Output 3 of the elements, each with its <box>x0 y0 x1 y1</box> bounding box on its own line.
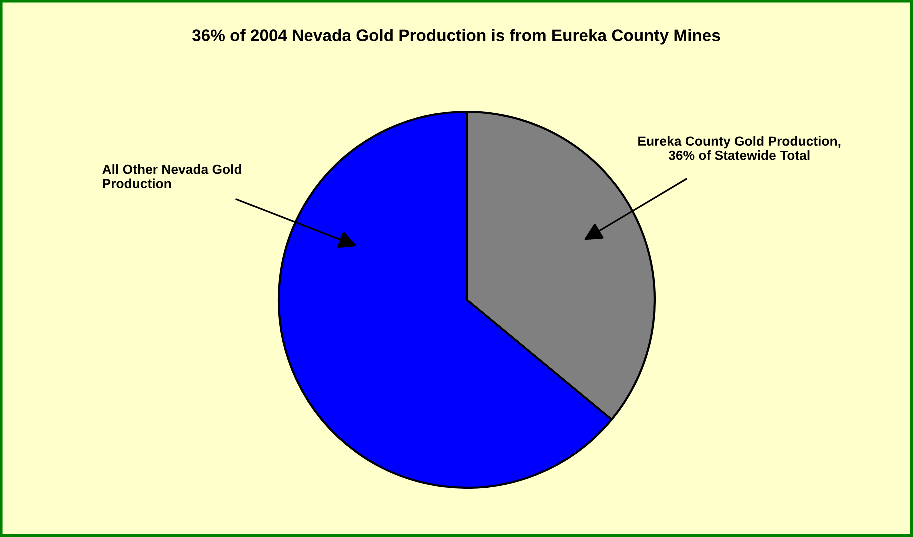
slice-label: All Other Nevada Gold Production <box>102 164 242 188</box>
slice-label: Eureka County Gold Production, 36% of Statewide Total <box>638 136 841 160</box>
chart-title: 36% of 2004 Nevada Gold Production is from Eureka County Mines <box>192 29 720 45</box>
